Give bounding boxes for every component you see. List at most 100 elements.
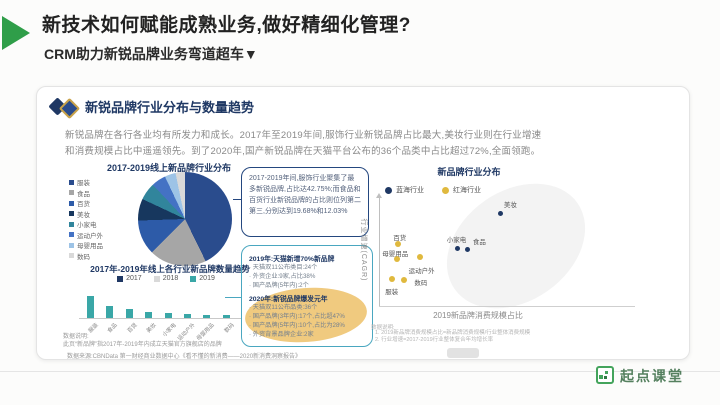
pie-chart-title: 2017-2019线上新品牌行业分布 <box>106 163 232 173</box>
scatter-point-label: 百货 <box>393 234 407 242</box>
scatter-point-label: 小家电 <box>446 237 467 245</box>
bar-segment-2019 <box>164 313 172 318</box>
content-card: 新锐品牌行业分布与数量趋势 新锐品牌在各行各业均有所发力和成长。2017年至20… <box>36 86 690 360</box>
scatter-point <box>389 275 396 282</box>
timeline-line: · 国产品牌(5年内):2个 <box>249 281 309 289</box>
brand-logo-icon <box>596 366 614 384</box>
scatter-legend-dot <box>442 186 449 194</box>
scatter-legend-dot <box>385 186 392 194</box>
data-source-line: 数据来源:CBNData 第一财经商业数据中心《看不懂的新消费——2020新消费… <box>67 354 302 360</box>
gray-chip <box>447 348 479 358</box>
scatter-x-label: 2019新品牌消费规模占比 <box>433 311 523 320</box>
scatter-point-label: 母婴用品 <box>382 251 409 259</box>
bar-legend-item: 2019 <box>190 275 215 282</box>
bar-segment-2019 <box>203 314 211 318</box>
scatter-legend-item: 红海行业 <box>442 185 481 195</box>
timeline-section-title: 2019年:天猫新增70%新品牌 <box>249 256 335 263</box>
pie-callout-box: 2017-2019年间,服饰行业聚集了最多新锐品牌,占比达42.75%;而食品和… <box>241 167 369 237</box>
footer-divider <box>0 371 720 372</box>
diamond-logo-icon <box>48 96 81 120</box>
legend-swatch <box>69 242 74 248</box>
bar-legend-swatch <box>190 275 197 282</box>
connector-line-bar <box>225 297 242 298</box>
timeline-line: · 国产品牌(5年内):10个,占比为28% <box>249 321 345 329</box>
scatter-legend-label: 蓝海行业 <box>396 187 424 194</box>
bar-legend-label: 2017 <box>126 275 142 282</box>
scatter-note-line: 2. 行业增速=2017-2019行业整体复合年均增长率 <box>375 337 494 344</box>
scatter-point-label: 美妆 <box>503 201 517 209</box>
timeline-section-title: 2020年:新锐品牌爆发元年 <box>249 295 328 303</box>
bar-segment-2019 <box>222 314 230 318</box>
bar-legend-label: 2018 <box>162 275 179 282</box>
legend-item: 小家电 <box>69 219 133 230</box>
timeline-line: · 外资企业:9家,占比38% <box>249 272 316 280</box>
bar-chart-title: 2017年-2019年线上各行业新品牌数量趋势 <box>90 264 250 274</box>
scatter-point <box>395 240 402 247</box>
scatter-point <box>455 245 461 251</box>
bar-legend: 2017 2018 2019 <box>81 275 251 282</box>
scatter-y-axis <box>379 197 380 307</box>
pie-callout-text: 2017-2019年间,服饰行业聚集了最多新锐品牌,占比达42.75%;而食品和… <box>249 175 361 215</box>
data-note-line: 此页“新品牌”指2017年-2019年内成立天猫官方旗舰店的品牌 <box>63 342 222 348</box>
scatter-y-axis-arrow-icon <box>376 193 382 198</box>
scatter-legend-item: 蓝海行业 <box>385 185 424 195</box>
pie-legend: 服装 食品百货美妆小家电 运动户外母婴用品数码 <box>69 177 133 261</box>
brand-logo: 起点课堂 <box>596 365 716 389</box>
accent-triangle-icon <box>2 16 30 50</box>
legend-swatch <box>69 211 74 217</box>
scatter-point-label: 食品 <box>472 239 486 247</box>
bar-chart <box>81 281 239 318</box>
scatter-point-label: 服装 <box>385 288 399 296</box>
scatter-x-axis <box>379 306 635 307</box>
brand-logo-text: 起点课堂 <box>620 368 684 384</box>
timeline-line: · 外资背景品牌企业:2家 <box>249 330 314 338</box>
legend-label: 小家电 <box>77 222 97 230</box>
bar-legend-item: 2017 <box>117 275 142 282</box>
bar-legend-item: 2018 <box>153 275 179 282</box>
card-title: 新锐品牌行业分布与数量趋势 <box>85 100 255 115</box>
timeline-line: · 国产品牌(3年内):17个,占比超47% <box>249 312 345 320</box>
timeline-line: · 天猫双11公布类目:24个 <box>249 264 318 271</box>
bar-segment-2019 <box>125 309 133 318</box>
scatter-point-label: 运动户外 <box>408 267 435 275</box>
bar-legend-swatch <box>153 275 160 282</box>
scatter-point-label: 数码 <box>414 279 428 287</box>
legend-label: 数码 <box>77 253 90 261</box>
timeline-content: 2019年:天猫新增70%新品牌 · 天猫双11公布类目:24个 · 外资企业:9家… <box>249 251 367 340</box>
legend-label: 美妆 <box>77 211 90 219</box>
bar-segment-2019 <box>106 305 114 318</box>
legend-label: 服装 <box>77 180 90 188</box>
legend-item: 数码 <box>69 251 133 262</box>
legend-item: 百货 <box>69 198 133 209</box>
legend-item: 运动户外 <box>69 230 133 241</box>
data-note-label: 数据说明: <box>63 334 89 340</box>
legend-swatch <box>69 221 74 227</box>
bar-segment-2019 <box>184 313 191 318</box>
connector-line-pie <box>233 199 242 200</box>
scatter-point <box>401 276 408 283</box>
legend-label: 百货 <box>77 201 90 209</box>
legend-label: 母婴用品 <box>77 243 103 251</box>
page-title: 新技术如何赋能成熟业务,做好精细化管理? <box>42 15 411 36</box>
scatter-plot: 美妆小家电 食品 百货母婴用品运动户外数码服装 <box>379 197 633 306</box>
bar-segment-2019 <box>87 295 94 318</box>
timeline-line: · 天猫双11公布品类:36个 <box>249 303 318 311</box>
scatter-note-line: 1. 2019新品牌消费规模占比=新品牌消费规模/行业整体消费规模 <box>375 330 531 336</box>
intro-text-line2: 和消费规模占比中遥遥领先。到了2020年,国产新锐品牌在天猫平台公布的36个品类… <box>65 146 541 157</box>
scatter-title: 新品牌行业分布 <box>437 167 501 177</box>
scatter-point <box>465 246 471 252</box>
legend-swatch <box>69 179 74 185</box>
scatter-point <box>498 211 504 217</box>
scatter-notes: 1. 2019新品牌消费规模占比=新品牌消费规模/行业整体消费规模 2. 行业增速… <box>375 330 635 345</box>
bar-legend-swatch <box>117 275 124 282</box>
timeline-callout-box: 2019年:天猫新增70%新品牌 · 天猫双11公布类目:24个 · 外资企业:9家… <box>241 245 373 347</box>
bar-x-axis <box>79 318 241 319</box>
scatter-note-label: 数据说明: <box>371 325 395 331</box>
scatter-legend-label: 红海行业 <box>453 187 481 194</box>
legend-swatch <box>69 200 74 206</box>
scatter-point <box>416 253 423 260</box>
legend-swatch <box>69 253 74 259</box>
legend-swatch <box>69 232 74 238</box>
intro-text-line1: 新锐品牌在各行各业均有所发力和成长。2017年至2019年间,服饰行业新锐品牌占… <box>65 130 542 141</box>
legend-item: 食品 <box>69 188 133 199</box>
